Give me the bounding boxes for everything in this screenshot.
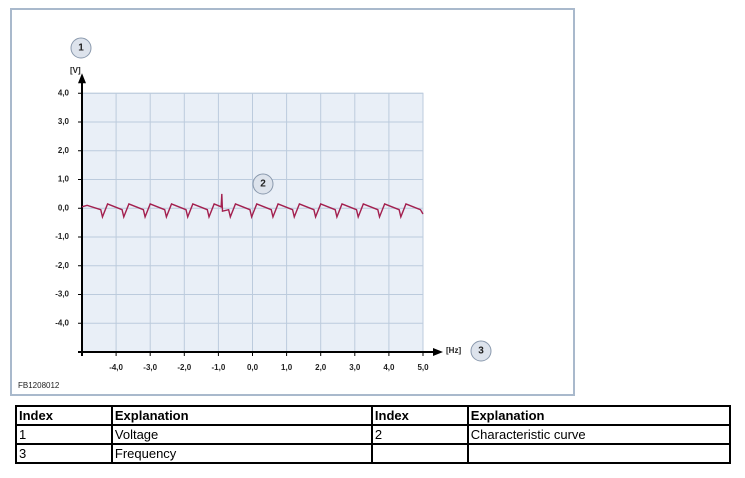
x-tick-label: -4,0 <box>109 363 123 372</box>
x-axis-label: [Hz] <box>446 346 461 355</box>
x-tick-label: 2,0 <box>315 363 327 372</box>
legend-table: Index Explanation Index Explanation 1 Voltage… <box>15 405 732 464</box>
header-cell: Index <box>15 405 113 426</box>
table-cell <box>370 443 469 464</box>
callout-label: 3 <box>478 346 484 357</box>
x-axis-arrow <box>433 348 443 356</box>
x-tick-label: -2,0 <box>177 363 191 372</box>
x-tick-label: 4,0 <box>383 363 395 372</box>
y-tick-label: 3,0 <box>58 117 70 126</box>
figure: 4,0 3,0 2,0 1,0 0,0 -1,0 -2,0 -3,0 -4,0 -4,0 -3,0 -… <box>10 8 575 396</box>
table-cell: 2 <box>370 424 469 445</box>
y-tick-label: -2,0 <box>55 261 69 270</box>
table-cell <box>466 443 732 464</box>
data-line <box>81 193 424 220</box>
x-tick-label: 0,0 <box>247 363 259 372</box>
table-cell: Frequency <box>110 443 373 464</box>
callout-label: 1 <box>78 43 84 54</box>
header-cell: Explanation <box>110 405 373 426</box>
plot: 4,0 3,0 2,0 1,0 0,0 -1,0 -2,0 -3,0 -4,0 -4,0 -3,0 -… <box>55 73 443 372</box>
callout-label: 2 <box>260 179 266 190</box>
y-tick-label: -3,0 <box>55 290 69 299</box>
table-row: 3 Frequency <box>15 443 732 464</box>
y-tick-label: 2,0 <box>58 146 70 155</box>
x-tick-label: -1,0 <box>212 363 226 372</box>
x-tick-label: 5,0 <box>417 363 429 372</box>
header-cell: Index <box>370 405 469 426</box>
x-tick-label: -3,0 <box>143 363 157 372</box>
y-axis-arrow <box>78 73 86 84</box>
x-tick-label: 1,0 <box>281 363 293 372</box>
table-cell: 1 <box>15 424 113 445</box>
table-row: 1 Voltage 2 Characteristic curve <box>15 424 732 445</box>
y-tick-label: -1,0 <box>55 232 69 241</box>
y-tick-label: 4,0 <box>58 88 70 97</box>
table-cell: Voltage <box>110 424 373 445</box>
callout: 3 <box>470 340 492 362</box>
y-tick-label: -4,0 <box>55 318 69 327</box>
x-tick-label: 3,0 <box>349 363 361 372</box>
callout: 2 <box>252 173 274 195</box>
table-cell: 3 <box>15 443 113 464</box>
y-axis-label: [V] <box>70 66 81 75</box>
table-row: Index Explanation Index Explanation <box>15 405 732 426</box>
y-tick-label: 0,0 <box>58 203 70 212</box>
y-tick-label: 1,0 <box>58 175 70 184</box>
figure-id: FB1208012 <box>18 381 60 390</box>
callout: 1 <box>70 37 92 59</box>
header-cell: Explanation <box>466 405 732 426</box>
table-cell: Characteristic curve <box>466 424 732 445</box>
